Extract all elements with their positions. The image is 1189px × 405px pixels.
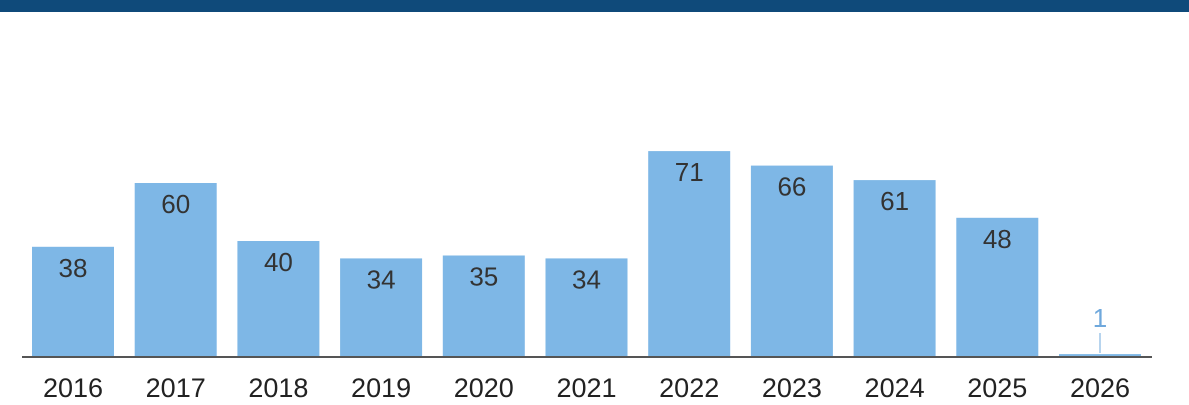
value-label-2016: 38 xyxy=(59,253,88,283)
x-tick-label-2025: 2025 xyxy=(967,373,1027,403)
bar-2021 xyxy=(545,258,628,357)
x-tick-label-2019: 2019 xyxy=(351,373,411,403)
x-tick-label-2016: 2016 xyxy=(43,373,103,403)
x-tick-label-2026: 2026 xyxy=(1070,373,1130,403)
bars xyxy=(32,151,1141,357)
value-label-2025: 48 xyxy=(983,224,1012,254)
bar-2016 xyxy=(32,246,114,357)
value-label-2021: 34 xyxy=(572,264,601,294)
value-label-2026: 1 xyxy=(1093,303,1107,333)
bar-2023 xyxy=(750,165,833,357)
x-tick-label-2023: 2023 xyxy=(762,373,822,403)
value-label-2019: 34 xyxy=(367,264,396,294)
x-tick-label-2017: 2017 xyxy=(146,373,206,403)
value-label-2018: 40 xyxy=(264,247,293,277)
bar-2022 xyxy=(648,151,731,357)
x-tick-label-2021: 2021 xyxy=(556,373,616,403)
bar-2025 xyxy=(956,217,1039,357)
value-label-2023: 66 xyxy=(777,172,806,202)
bar-2020 xyxy=(442,255,525,357)
bar-2024 xyxy=(853,180,936,357)
x-tick-label-2020: 2020 xyxy=(454,373,514,403)
value-label-2024: 61 xyxy=(880,186,909,216)
x-tick-label-2024: 2024 xyxy=(865,373,925,403)
x-tick-label-2022: 2022 xyxy=(659,373,719,403)
bar-2019 xyxy=(340,258,423,357)
top-banner xyxy=(0,0,1189,12)
value-labels: 38 60 40 34 35 34 71 66 61 48 1 xyxy=(59,157,1107,353)
bar-2017 xyxy=(134,183,217,357)
value-label-2020: 35 xyxy=(469,262,498,292)
value-label-2017: 60 xyxy=(161,189,190,219)
x-tick-labels: 2016 2017 2018 2019 2020 2021 2022 2023 2024 2025… xyxy=(43,373,1130,403)
bar-2026 xyxy=(1059,354,1141,357)
x-tick-label-2018: 2018 xyxy=(248,373,308,403)
bar-2018 xyxy=(237,241,320,357)
value-label-2022: 71 xyxy=(675,157,704,187)
